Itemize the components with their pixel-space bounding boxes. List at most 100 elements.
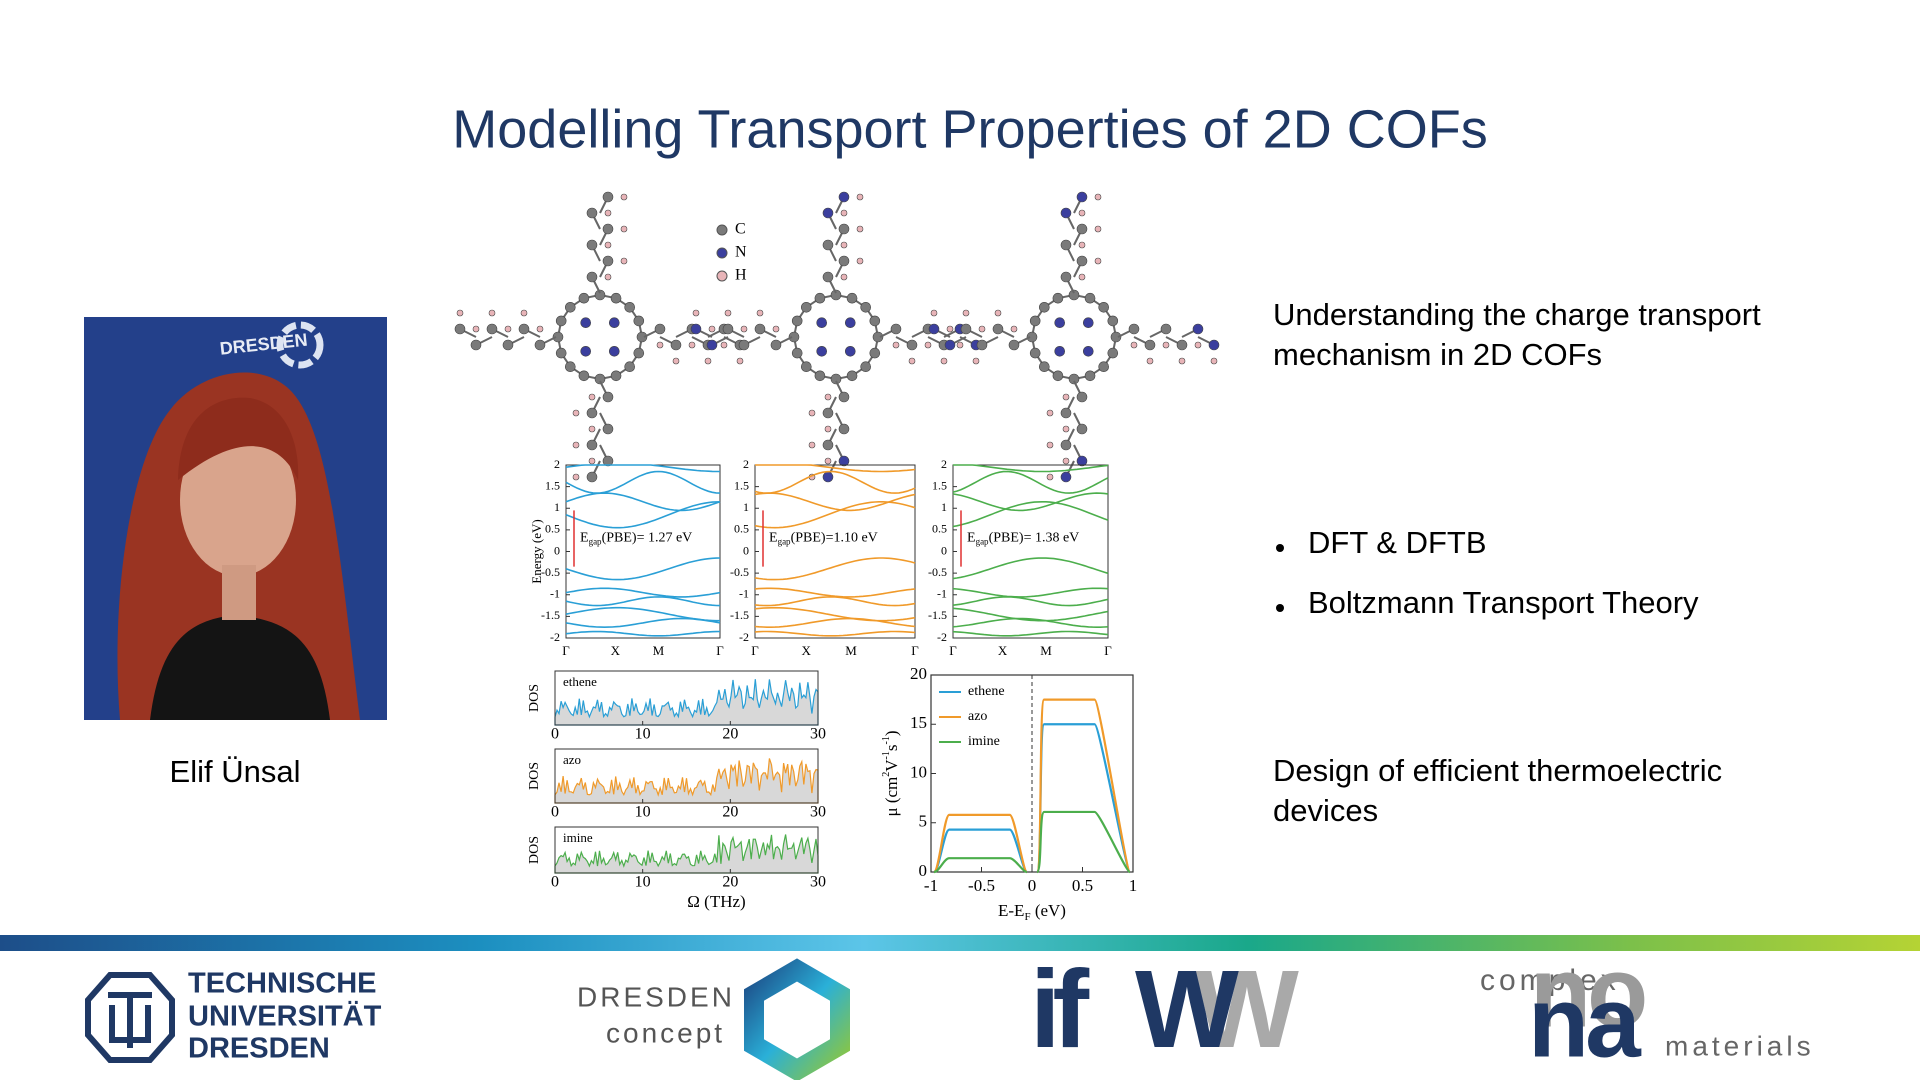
logo-text: no — [1530, 936, 1645, 1048]
band-y-tick-label: 2 — [941, 457, 947, 471]
atom — [808, 409, 816, 417]
band-x-tick-label: Γ — [562, 643, 570, 658]
molecule — [928, 191, 1220, 483]
dos-frame — [554, 826, 819, 874]
atom — [838, 223, 850, 235]
atom — [808, 441, 816, 449]
atom — [633, 315, 645, 327]
atom — [1060, 471, 1072, 483]
atom — [602, 423, 614, 435]
atom — [588, 457, 596, 465]
outro-line: devices — [1273, 793, 1378, 828]
band-y-tick-label: 1 — [941, 500, 947, 514]
atom — [602, 455, 614, 467]
atom — [1110, 331, 1122, 343]
slide-title: Modelling Transport Properties of 2D COF… — [452, 99, 1487, 159]
atom — [670, 339, 682, 351]
atom — [586, 239, 598, 251]
atom-legend-dot — [716, 224, 728, 236]
atom — [840, 273, 848, 281]
atom — [1078, 209, 1086, 217]
atom — [856, 257, 864, 265]
logo-text: W — [1135, 948, 1239, 1071]
band-y-tick-label: 1.5 — [545, 478, 560, 492]
atom — [838, 391, 850, 403]
band-x-tick-label: M — [845, 643, 857, 658]
atom — [816, 317, 828, 329]
dos-panel-label: ethene — [563, 674, 597, 689]
atom — [1052, 292, 1064, 304]
atom — [470, 339, 482, 351]
atom — [572, 409, 580, 417]
atom — [1146, 357, 1154, 365]
mobility-y-label: μ (cm2V-1s-1) — [881, 730, 901, 816]
mobility-curve — [933, 857, 1028, 874]
atom — [1060, 207, 1072, 219]
atom — [572, 441, 580, 449]
band-x-tick-label: Γ — [716, 643, 724, 658]
atom — [1160, 323, 1172, 335]
band-curve — [754, 492, 916, 512]
atom — [1178, 357, 1186, 365]
band-curve — [952, 557, 1109, 580]
atom — [1094, 257, 1102, 265]
atom — [1082, 345, 1094, 357]
atom — [738, 339, 750, 351]
gap-text: (PBE)=1.10 eV — [791, 531, 878, 546]
atom — [840, 209, 848, 217]
atom — [588, 393, 596, 401]
atom — [924, 341, 932, 349]
atom — [1029, 347, 1041, 359]
atom — [1107, 347, 1119, 359]
atom — [822, 207, 834, 219]
band-curve — [565, 470, 721, 494]
logo-text: if — [1030, 948, 1090, 1071]
atom — [754, 323, 766, 335]
atom — [1078, 273, 1086, 281]
molecule — [454, 191, 746, 483]
atom — [1098, 361, 1109, 372]
atom — [791, 347, 803, 359]
atom — [486, 323, 498, 335]
logo-text: na — [1528, 966, 1642, 1078]
atom — [940, 357, 948, 365]
nano-logo: complex no na materials — [1480, 936, 1811, 1078]
band-y-tick-label: 0.5 — [734, 522, 749, 536]
y-label-part: 2 — [881, 772, 892, 777]
atom — [892, 341, 900, 349]
atom — [580, 317, 592, 329]
atom — [946, 325, 954, 333]
atom — [770, 339, 782, 351]
band-x-tick-label: X — [998, 643, 1008, 658]
gap-text: (PBE)= 1.27 eV — [602, 531, 693, 546]
x-label-sub: F — [1024, 911, 1030, 923]
atom — [822, 271, 834, 283]
atom — [1054, 345, 1066, 357]
atom — [816, 345, 828, 357]
mobility-y-tick-label: 10 — [910, 762, 927, 781]
atom — [856, 193, 864, 201]
atom — [856, 225, 864, 233]
gap-symbol: E — [967, 531, 976, 546]
band-y-tick-label: -1.5 — [928, 608, 947, 622]
band-curve — [565, 596, 721, 607]
atom — [722, 323, 734, 335]
band-y-tick-label: -1 — [550, 587, 560, 601]
atom — [472, 325, 480, 333]
mobility-y-tick-label: 15 — [910, 713, 927, 732]
atom — [620, 257, 628, 265]
atom — [654, 323, 666, 335]
atom — [1094, 225, 1102, 233]
band-curve — [754, 470, 916, 494]
atom — [555, 315, 567, 327]
atom — [706, 339, 718, 351]
dos-x-tick-label: 10 — [635, 804, 651, 821]
atom — [604, 209, 612, 217]
atom — [972, 357, 980, 365]
band-y-tick-label: -2 — [739, 630, 749, 644]
figure: CNH Energy (eV) -2 -1.5 -1 -0.5 0 0.5 1 1.5 2 Γ X M Γ E… — [454, 191, 1220, 923]
atom — [610, 292, 622, 304]
atom — [1076, 191, 1088, 203]
atom — [672, 357, 680, 365]
band-frame — [565, 464, 721, 639]
